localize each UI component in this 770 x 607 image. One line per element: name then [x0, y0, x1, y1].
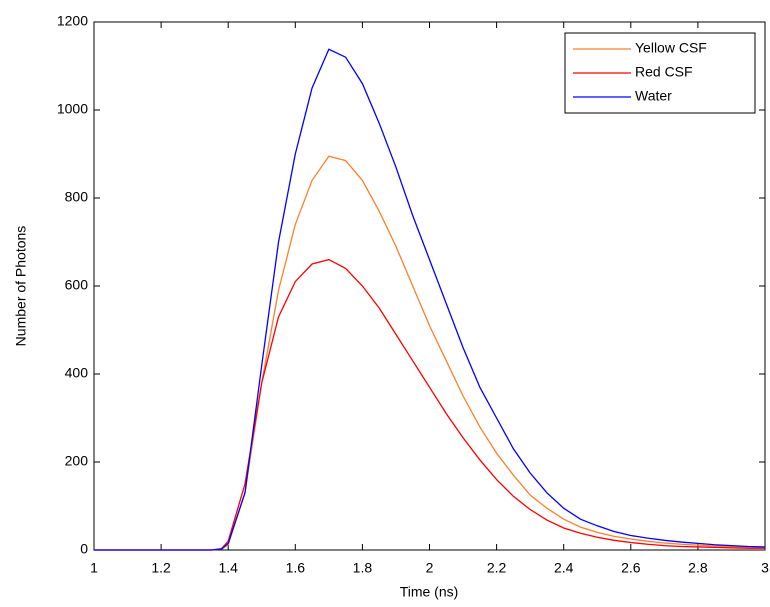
- legend-label: Water: [635, 88, 672, 104]
- x-tick-label: 2.4: [554, 560, 574, 576]
- x-tick-label: 1.2: [151, 560, 171, 576]
- x-tick-label: 2: [426, 560, 434, 576]
- x-tick-label: 1.4: [218, 560, 238, 576]
- x-tick-label: 2.8: [688, 560, 708, 576]
- series-line: [94, 258, 765, 551]
- y-axis-label: Number of Photons: [13, 226, 29, 347]
- y-tick-label: 0: [80, 541, 88, 557]
- x-tick-label: 2.6: [621, 560, 641, 576]
- legend-label: Red CSF: [635, 64, 693, 80]
- y-tick-label: 800: [65, 189, 89, 205]
- y-tick-label: 1000: [57, 101, 88, 117]
- y-tick-label: 600: [65, 277, 89, 293]
- legend-label: Yellow CSF: [635, 40, 707, 56]
- y-tick-label: 1200: [57, 13, 88, 29]
- x-axis-label: Time (ns): [400, 584, 459, 600]
- series-line: [94, 48, 766, 551]
- x-tick-label: 3: [761, 560, 769, 576]
- x-tick-label: 1.8: [353, 560, 373, 576]
- y-tick-label: 200: [65, 453, 89, 469]
- y-tick-label: 400: [65, 365, 89, 381]
- x-tick-label: 1.6: [286, 560, 306, 576]
- x-tick-label: 1: [90, 560, 98, 576]
- x-tick-label: 2.2: [487, 560, 507, 576]
